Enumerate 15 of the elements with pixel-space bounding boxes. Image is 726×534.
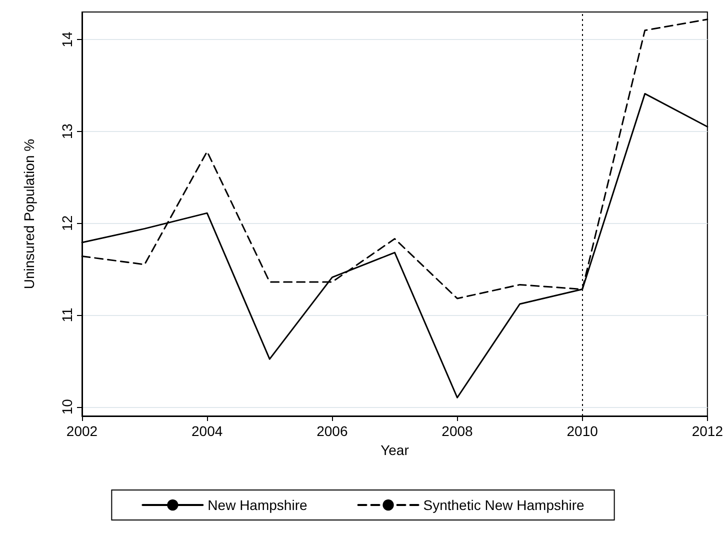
x-tick-label: 2006: [316, 423, 348, 439]
y-tick-label: 13: [59, 123, 75, 140]
x-tick-label: 2012: [692, 423, 724, 439]
x-tick-label: 2004: [192, 423, 223, 439]
y-tick-label: 11: [59, 308, 75, 322]
y-tick-label: 12: [59, 215, 75, 231]
legend-label: New Hampshire: [208, 497, 308, 513]
x-tick-label: 2002: [66, 423, 98, 439]
x-tick-label: 2010: [566, 423, 598, 439]
x-tick-label: 2008: [442, 423, 474, 439]
y-tick-label: 14: [59, 32, 75, 48]
x-axis-title: Year: [380, 442, 410, 458]
legend-label: Synthetic New Hampshire: [423, 497, 585, 513]
y-tick-label: 10: [59, 398, 75, 415]
y-axis-title: Uninsured Population %: [21, 138, 37, 290]
